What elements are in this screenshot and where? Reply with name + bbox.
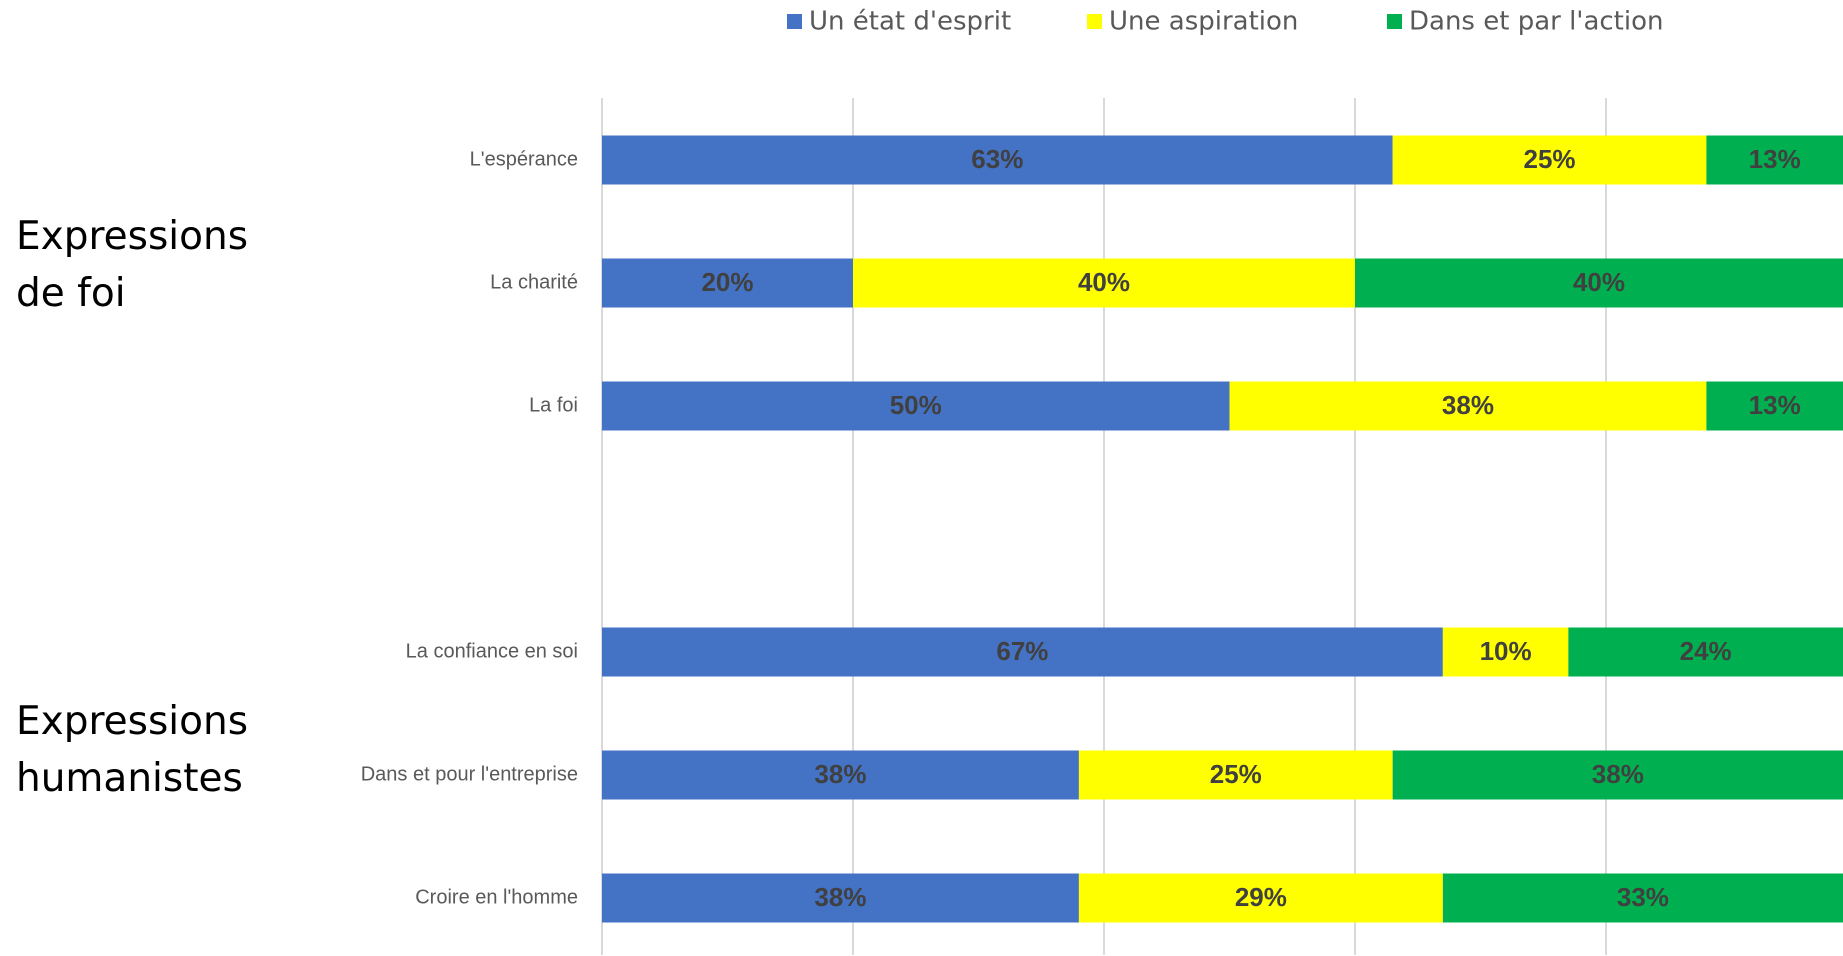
- bar-segment: [1355, 258, 1843, 308]
- category-label: Croire en l'homme: [415, 886, 578, 908]
- bar-segment: [1078, 750, 1393, 800]
- bar-segment: [1078, 873, 1443, 923]
- data-label: 38%: [1592, 759, 1644, 789]
- bar-segment: [1392, 750, 1843, 800]
- category-label: La foi: [529, 394, 578, 416]
- data-label: 67%: [996, 636, 1048, 666]
- bar-segment: [602, 135, 1393, 185]
- bar-segment: [1706, 135, 1843, 185]
- bar-segment: [602, 258, 853, 308]
- legend-label: Dans et par l'action: [1409, 7, 1664, 37]
- data-label: 24%: [1680, 636, 1732, 666]
- data-label: 13%: [1749, 144, 1801, 174]
- data-label: 25%: [1210, 759, 1262, 789]
- data-label: 13%: [1749, 390, 1801, 420]
- data-label: 38%: [814, 882, 866, 912]
- data-label: 29%: [1235, 882, 1287, 912]
- data-label: 40%: [1078, 267, 1130, 297]
- data-label: 25%: [1524, 144, 1576, 174]
- legend-swatch: [1387, 14, 1402, 29]
- group-label: Expressions de foi: [16, 214, 249, 316]
- bar-segment: [1229, 381, 1707, 431]
- bar-segment: [602, 627, 1443, 677]
- data-label: 38%: [1442, 390, 1494, 420]
- data-label: 10%: [1480, 636, 1532, 666]
- data-label: 40%: [1573, 267, 1625, 297]
- legend-label: Une aspiration: [1109, 7, 1298, 37]
- legend-swatch: [787, 14, 802, 29]
- legend-label: Un état d'esprit: [809, 7, 1011, 37]
- category-label: Dans et pour l'entreprise: [361, 763, 578, 785]
- group-label: Expressions humanistes: [16, 699, 249, 801]
- category-label: L'espérance: [470, 148, 578, 170]
- legend-swatch: [1087, 14, 1102, 29]
- bar-segment: [1392, 135, 1707, 185]
- category-label: La confiance en soi: [406, 640, 578, 662]
- bar-segment: [602, 381, 1230, 431]
- bar-segment: [1706, 381, 1843, 431]
- bar-segment: [1442, 873, 1843, 923]
- data-label: 20%: [701, 267, 753, 297]
- bar-segment: [853, 258, 1355, 308]
- bar-segment: [602, 873, 1079, 923]
- bar-segment: [1442, 627, 1569, 677]
- bar-segment: [1568, 627, 1843, 677]
- data-label: 38%: [814, 759, 866, 789]
- data-label: 50%: [890, 390, 942, 420]
- category-label: La charité: [490, 271, 578, 293]
- data-label: 33%: [1617, 882, 1669, 912]
- bar-segment: [602, 750, 1079, 800]
- data-label: 63%: [971, 144, 1023, 174]
